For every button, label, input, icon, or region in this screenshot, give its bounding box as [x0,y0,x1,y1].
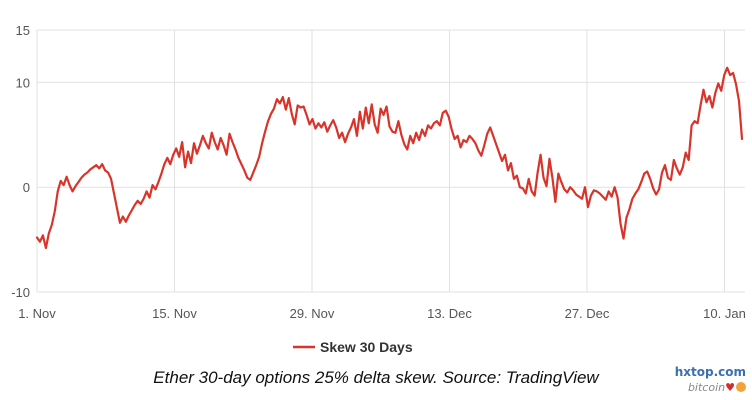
legend[interactable]: Skew 30 Days [293,339,413,355]
x-tick-label: 29. Nov [290,306,335,321]
watermark-brand: bitcoin [687,381,726,394]
x-tick-label: 13. Dec [427,306,472,321]
x-tick-label: 10. Jan [703,306,746,321]
y-axis-tick-labels: 15 10 0 -10 [11,23,30,300]
y-tick-label: 0 [23,180,30,195]
y-gridlines [37,29,745,293]
y-tick-label: 10 [16,75,30,90]
heart-icon: ♥ [725,381,735,394]
x-axis-tick-labels: 1. Nov 15. Nov 29. Nov 13. Dec 27. Dec 10. Ja… [18,306,746,321]
watermark-site: hxtop.com [674,365,746,379]
y-tick-label: 15 [16,23,30,38]
x-tick-label: 1. Nov [18,306,56,321]
x-gridlines [36,30,725,292]
watermark-logo: hxtop.com bitcoin♥ [675,366,746,394]
x-tick-label: 15. Nov [152,306,197,321]
y-tick-label: -10 [11,285,30,300]
bitcoin-coin-icon [736,381,746,392]
series-line-skew-30-days [35,66,744,250]
legend-label-skew-30-days: Skew 30 Days [320,339,413,355]
x-tick-label: 27. Dec [565,306,610,321]
figure-caption: Ether 30-day options 25% delta skew. Sou… [153,368,599,387]
